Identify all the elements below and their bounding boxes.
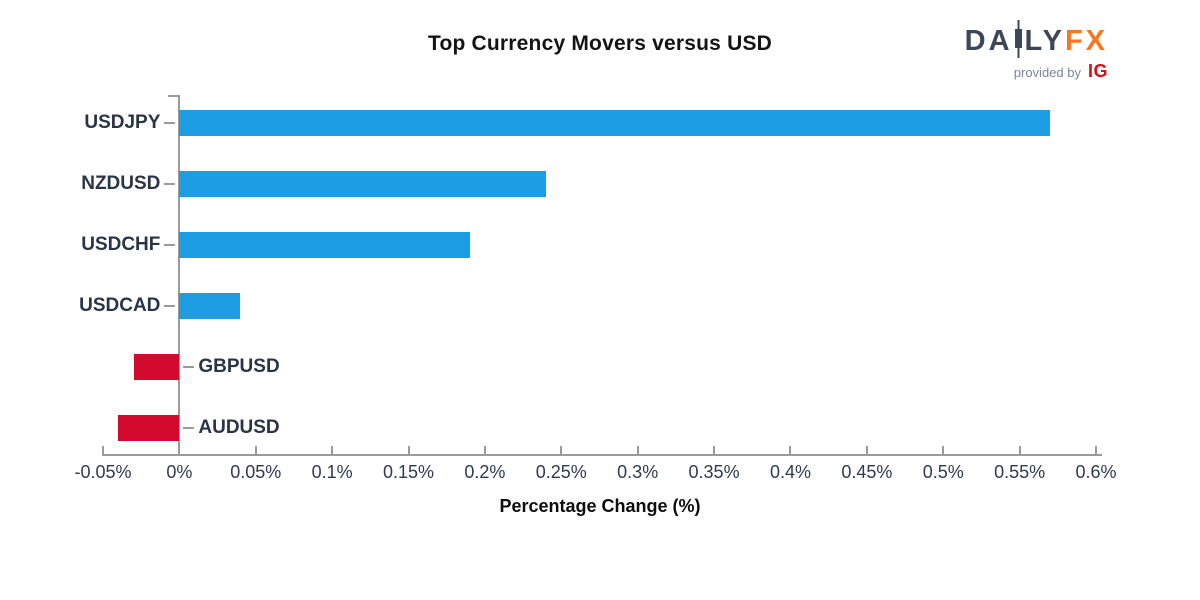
- x-tick-mark: [942, 446, 945, 455]
- ig-logo: IG: [1087, 61, 1108, 81]
- x-tick-mark: [560, 446, 563, 455]
- x-tick-mark: [102, 446, 104, 455]
- dailyfx-logo: DA LY FX provided by IG: [964, 19, 1108, 82]
- logo-text-da: DA: [964, 24, 1013, 57]
- x-tick-mark: [178, 446, 181, 455]
- x-tick-label: 0.6%: [1075, 462, 1117, 482]
- dailyfx-wordmark: DA LY FX: [964, 19, 1108, 58]
- x-tick-mark: [331, 446, 334, 455]
- x-axis-title: Percentage Change (%): [499, 496, 701, 516]
- x-tick-label: 0%: [166, 462, 193, 482]
- provided-by-label: provided by: [1013, 65, 1081, 80]
- category-label-usdchf: USDCHF: [81, 234, 161, 255]
- category-tick-audusd: [183, 427, 195, 429]
- logo-text-fx: FX: [1064, 24, 1108, 57]
- bar-nzdusd: [179, 171, 547, 197]
- x-tick-label: 0.5%: [922, 462, 964, 482]
- category-label-nzdusd: NZDUSD: [81, 173, 161, 194]
- bar-gbpusd: [133, 354, 180, 380]
- x-tick-label: 0.45%: [841, 462, 893, 482]
- x-tick-label: 0.55%: [994, 462, 1046, 482]
- category-label-usdcad: USDCAD: [79, 295, 161, 316]
- x-tick-mark: [713, 446, 716, 455]
- category-tick-usdcad: [164, 305, 176, 307]
- category-label-gbpusd: GBPUSD: [198, 356, 280, 377]
- x-tick-mark: [789, 446, 792, 455]
- chart-title: Top Currency Movers versus USD: [427, 32, 773, 55]
- category-label-audusd: AUDUSD: [198, 417, 280, 438]
- x-tick-mark: [1018, 446, 1021, 455]
- x-tick-label: 0.3%: [617, 462, 659, 482]
- x-tick-label: 0.05%: [230, 462, 282, 482]
- logo-text-ly: LY: [1024, 24, 1065, 57]
- candlestick-icon: [1014, 19, 1023, 63]
- bar-usdcad: [179, 293, 241, 319]
- x-axis-line: [102, 454, 1102, 456]
- x-tick-label: 0.25%: [535, 462, 587, 482]
- bar-usdchf: [179, 232, 470, 258]
- provided-by-row: provided by IG: [965, 61, 1108, 82]
- x-tick-mark: [254, 446, 257, 455]
- x-tick-mark: [1095, 446, 1097, 455]
- bar-audusd: [118, 415, 180, 441]
- x-tick-label: 0.1%: [311, 462, 353, 482]
- category-tick-gbpusd: [183, 366, 195, 368]
- category-tick-usdchf: [164, 244, 176, 246]
- bar-usdjpy: [179, 110, 1051, 136]
- x-tick-label: -0.05%: [74, 462, 132, 482]
- category-label-usdjpy: USDJPY: [84, 112, 161, 133]
- x-tick-mark: [865, 446, 868, 455]
- x-tick-label: 0.4%: [769, 462, 811, 482]
- category-tick-nzdusd: [164, 183, 176, 185]
- y-axis-top-cap: [168, 95, 178, 97]
- x-tick-mark: [407, 446, 410, 455]
- x-tick-mark: [483, 446, 486, 455]
- x-tick-mark: [636, 446, 639, 455]
- y-axis-line: [178, 95, 180, 456]
- x-tick-label: 0.35%: [688, 462, 740, 482]
- category-tick-usdjpy: [164, 122, 176, 124]
- x-tick-label: 0.2%: [464, 462, 506, 482]
- x-tick-label: 0.15%: [383, 462, 435, 482]
